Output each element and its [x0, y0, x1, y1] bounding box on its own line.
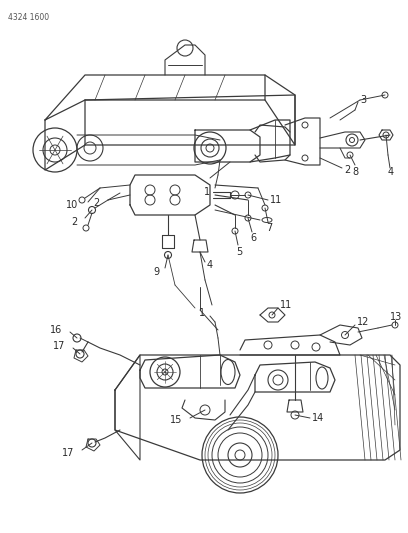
Text: 4: 4: [207, 260, 213, 270]
Text: 13: 13: [390, 312, 402, 322]
Text: 17: 17: [62, 448, 74, 458]
Text: 9: 9: [154, 267, 160, 277]
Text: 4324 1600: 4324 1600: [8, 13, 49, 22]
Text: 14: 14: [312, 413, 324, 423]
Text: 2: 2: [72, 217, 78, 227]
Text: 7: 7: [266, 223, 272, 233]
Text: 1: 1: [199, 308, 205, 318]
Text: 15: 15: [170, 415, 182, 425]
Text: 17: 17: [53, 341, 65, 351]
Text: 16: 16: [50, 325, 62, 335]
Text: 3: 3: [360, 95, 366, 105]
Text: 10: 10: [66, 200, 78, 210]
Text: 1: 1: [204, 187, 210, 197]
Text: 2: 2: [344, 165, 350, 175]
Text: 8: 8: [352, 167, 358, 177]
Text: 5: 5: [236, 247, 242, 257]
Text: 12: 12: [357, 317, 369, 327]
Text: 11: 11: [270, 195, 282, 205]
Text: 6: 6: [250, 233, 256, 243]
Text: 4: 4: [388, 167, 394, 177]
Text: 11: 11: [280, 300, 292, 310]
Text: 2: 2: [94, 198, 100, 208]
